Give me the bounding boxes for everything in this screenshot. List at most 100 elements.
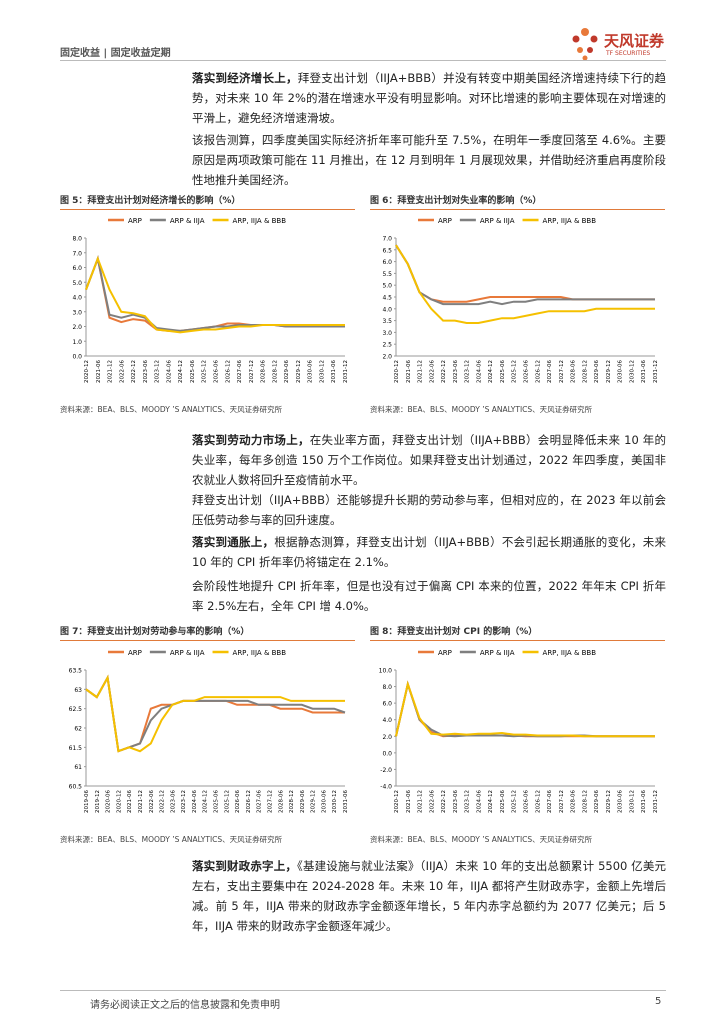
x-tick-label: 2022-12 xyxy=(441,790,447,813)
x-tick-label: 2023-12 xyxy=(155,360,161,383)
x-tick-label: 2021-06 xyxy=(127,790,133,813)
chart: ARP ARP & IIJA ARP, IIJA & BBB -4.0 -2.0 0.0 2… xyxy=(379,649,659,813)
x-tick-label: 2025-12 xyxy=(202,360,208,383)
y-tick-label: 6.0 xyxy=(382,701,392,708)
y-tick-label: 4.0 xyxy=(72,295,82,302)
x-tick-label: 2025-12 xyxy=(224,790,230,813)
legend-label: ARP xyxy=(438,649,452,657)
x-tick-label: 2030-06 xyxy=(618,360,624,383)
x-tick-label: 2028-12 xyxy=(582,790,588,813)
x-tick-label: 2026-06 xyxy=(524,790,530,813)
y-tick-label: 4.5 xyxy=(382,295,392,302)
x-tick-label: 2031-06 xyxy=(343,790,349,813)
x-tick-label: 2028-12 xyxy=(272,360,278,383)
chart: ARP ARP & IIJA ARP, IIJA & BBB 2.0 2.5 3.0 3.5… xyxy=(382,217,659,383)
legend-label: ARP, IIJA & BBB xyxy=(543,649,597,657)
x-tick-label: 2026-12 xyxy=(225,360,231,383)
figure-title: 图 5：拜登支出计划对经济增长的影响（%） xyxy=(60,193,355,210)
text: 会阶段性地提升 CPI 折年率，但是也没有过于偏离 CPI 本来的位置，2022… xyxy=(192,579,666,613)
x-tick-label: 2031-06 xyxy=(641,360,647,383)
x-tick-label: 2028-06 xyxy=(571,360,577,383)
x-tick-label: 2022-06 xyxy=(429,360,435,383)
x-tick-label: 2030-06 xyxy=(308,360,314,383)
legend-label: ARP & IIJA xyxy=(170,217,205,225)
y-tick-label: 3.0 xyxy=(72,309,82,316)
legend-label: ARP & IIJA xyxy=(480,649,515,657)
x-tick-label: 2030-06 xyxy=(321,790,327,813)
y-tick-label: 10.0 xyxy=(379,668,393,675)
y-tick-label: 8.0 xyxy=(382,684,392,691)
x-tick-label: 2031-06 xyxy=(641,790,647,813)
x-tick-label: 2024-06 xyxy=(476,790,482,813)
x-tick-label: 2027-06 xyxy=(547,360,553,383)
figure-title: 图 8：拜登支出计划对 CPI 的影响（%） xyxy=(370,624,665,641)
x-tick-label: 2026-12 xyxy=(535,360,541,383)
chart: ARP ARP & IIJA ARP, IIJA & BBB 60.5 61 61.5 62… xyxy=(69,649,349,813)
x-tick-label: 2028-06 xyxy=(278,790,284,813)
series-line xyxy=(85,674,346,753)
paragraph: 拜登支出计划（IIJA+BBB）还能够提升长期的劳动参与率，但相对应的，在 20… xyxy=(192,490,666,530)
y-tick-label: 61 xyxy=(74,764,82,771)
chart: ARP ARP & IIJA ARP, IIJA & BBB 0.0 1.0 2.0 3.0… xyxy=(72,217,349,383)
y-tick-label: 0.0 xyxy=(382,750,392,757)
x-tick-label: 2026-06 xyxy=(524,360,530,383)
x-tick-label: 2022-12 xyxy=(160,790,166,813)
series-line xyxy=(85,255,345,332)
text: 拜登支出计划（IIJA+BBB）还能够提升长期的劳动参与率，但相对应的，在 20… xyxy=(192,493,666,527)
series-line xyxy=(85,255,345,334)
x-tick-label: 2022-12 xyxy=(131,360,137,383)
x-tick-label: 2023-12 xyxy=(465,790,471,813)
y-tick-label: 4.0 xyxy=(382,717,392,724)
paragraph: 落实到经济增长上，拜登支出计划（IIJA+BBB）并没有转变中期美国经济增速持续… xyxy=(192,68,666,128)
x-tick-label: 2024-12 xyxy=(488,790,494,813)
x-tick-label: 2029-06 xyxy=(284,360,290,383)
series-line xyxy=(395,244,655,303)
y-tick-label: 63.5 xyxy=(69,668,83,675)
y-tick-label: 3.0 xyxy=(382,330,392,337)
x-tick-label: 2024-12 xyxy=(178,360,184,383)
x-tick-label: 2020-12 xyxy=(84,360,90,383)
figure-title: 图 7：拜登支出计划对劳动参与率的影响（%） xyxy=(60,624,355,641)
paragraph: 该报告测算，四季度美国实际经济折年率可能升至 7.5%，在明年一季度回落至 4.… xyxy=(192,130,666,190)
series-line xyxy=(395,680,655,738)
lead: 落实到通胀上， xyxy=(192,535,275,549)
text: 拜登支出计划（IIJA+BBB）并没有转变中期美国经济增速持续下行的趋势，对未来… xyxy=(192,71,667,125)
y-tick-label: 6.0 xyxy=(72,265,82,272)
series-line xyxy=(85,674,345,753)
x-tick-label: 2028-06 xyxy=(261,360,267,383)
y-tick-label: 2.0 xyxy=(382,354,392,361)
x-tick-label: 2029-06 xyxy=(300,790,306,813)
brand: 天风证券 xyxy=(604,32,665,50)
legend-label: ARP & IIJA xyxy=(480,217,515,225)
x-tick-label: 2026-06 xyxy=(235,790,241,813)
x-tick-label: 2029-12 xyxy=(311,790,317,813)
header-rule xyxy=(60,60,666,61)
x-tick-label: 2022-06 xyxy=(149,790,155,813)
x-tick-label: 2026-12 xyxy=(246,790,252,813)
y-tick-label: 1.0 xyxy=(72,339,82,346)
x-tick-label: 2023-06 xyxy=(143,360,149,383)
y-tick-label: 5.5 xyxy=(382,271,392,278)
x-tick-label: 2020-12 xyxy=(394,360,400,383)
x-tick-label: 2029-06 xyxy=(594,360,600,383)
lead: 落实到经济增长上， xyxy=(192,71,298,85)
y-tick-label: 3.5 xyxy=(382,318,392,325)
x-tick-label: 2020-06 xyxy=(106,790,112,813)
figure-source: 资料来源：BEA、BLS、MOODY ’S ANALYTICS、天风证券研究所 xyxy=(370,835,593,844)
page-number: 5 xyxy=(655,996,662,1007)
x-tick-label: 2030-12 xyxy=(319,360,325,383)
x-tick-label: 2031-12 xyxy=(653,360,659,383)
paragraph: 会阶段性地提升 CPI 折年率，但是也没有过于偏离 CPI 本来的位置，2022… xyxy=(192,576,666,616)
x-tick-label: 2027-06 xyxy=(257,790,263,813)
x-tick-label: 2028-12 xyxy=(289,790,295,813)
x-tick-label: 2028-12 xyxy=(582,360,588,383)
x-tick-label: 2025-06 xyxy=(214,790,220,813)
figure-source: 资料来源：BEA、BLS、MOODY ’S ANALYTICS、天风证券研究所 xyxy=(370,405,593,414)
y-tick-label: 2.0 xyxy=(382,734,392,741)
x-tick-label: 2022-06 xyxy=(119,360,125,383)
x-tick-label: 2025-06 xyxy=(500,360,506,383)
x-tick-label: 2031-06 xyxy=(331,360,337,383)
y-tick-label: -2.0 xyxy=(380,767,392,774)
x-tick-label: 2031-12 xyxy=(343,360,349,383)
